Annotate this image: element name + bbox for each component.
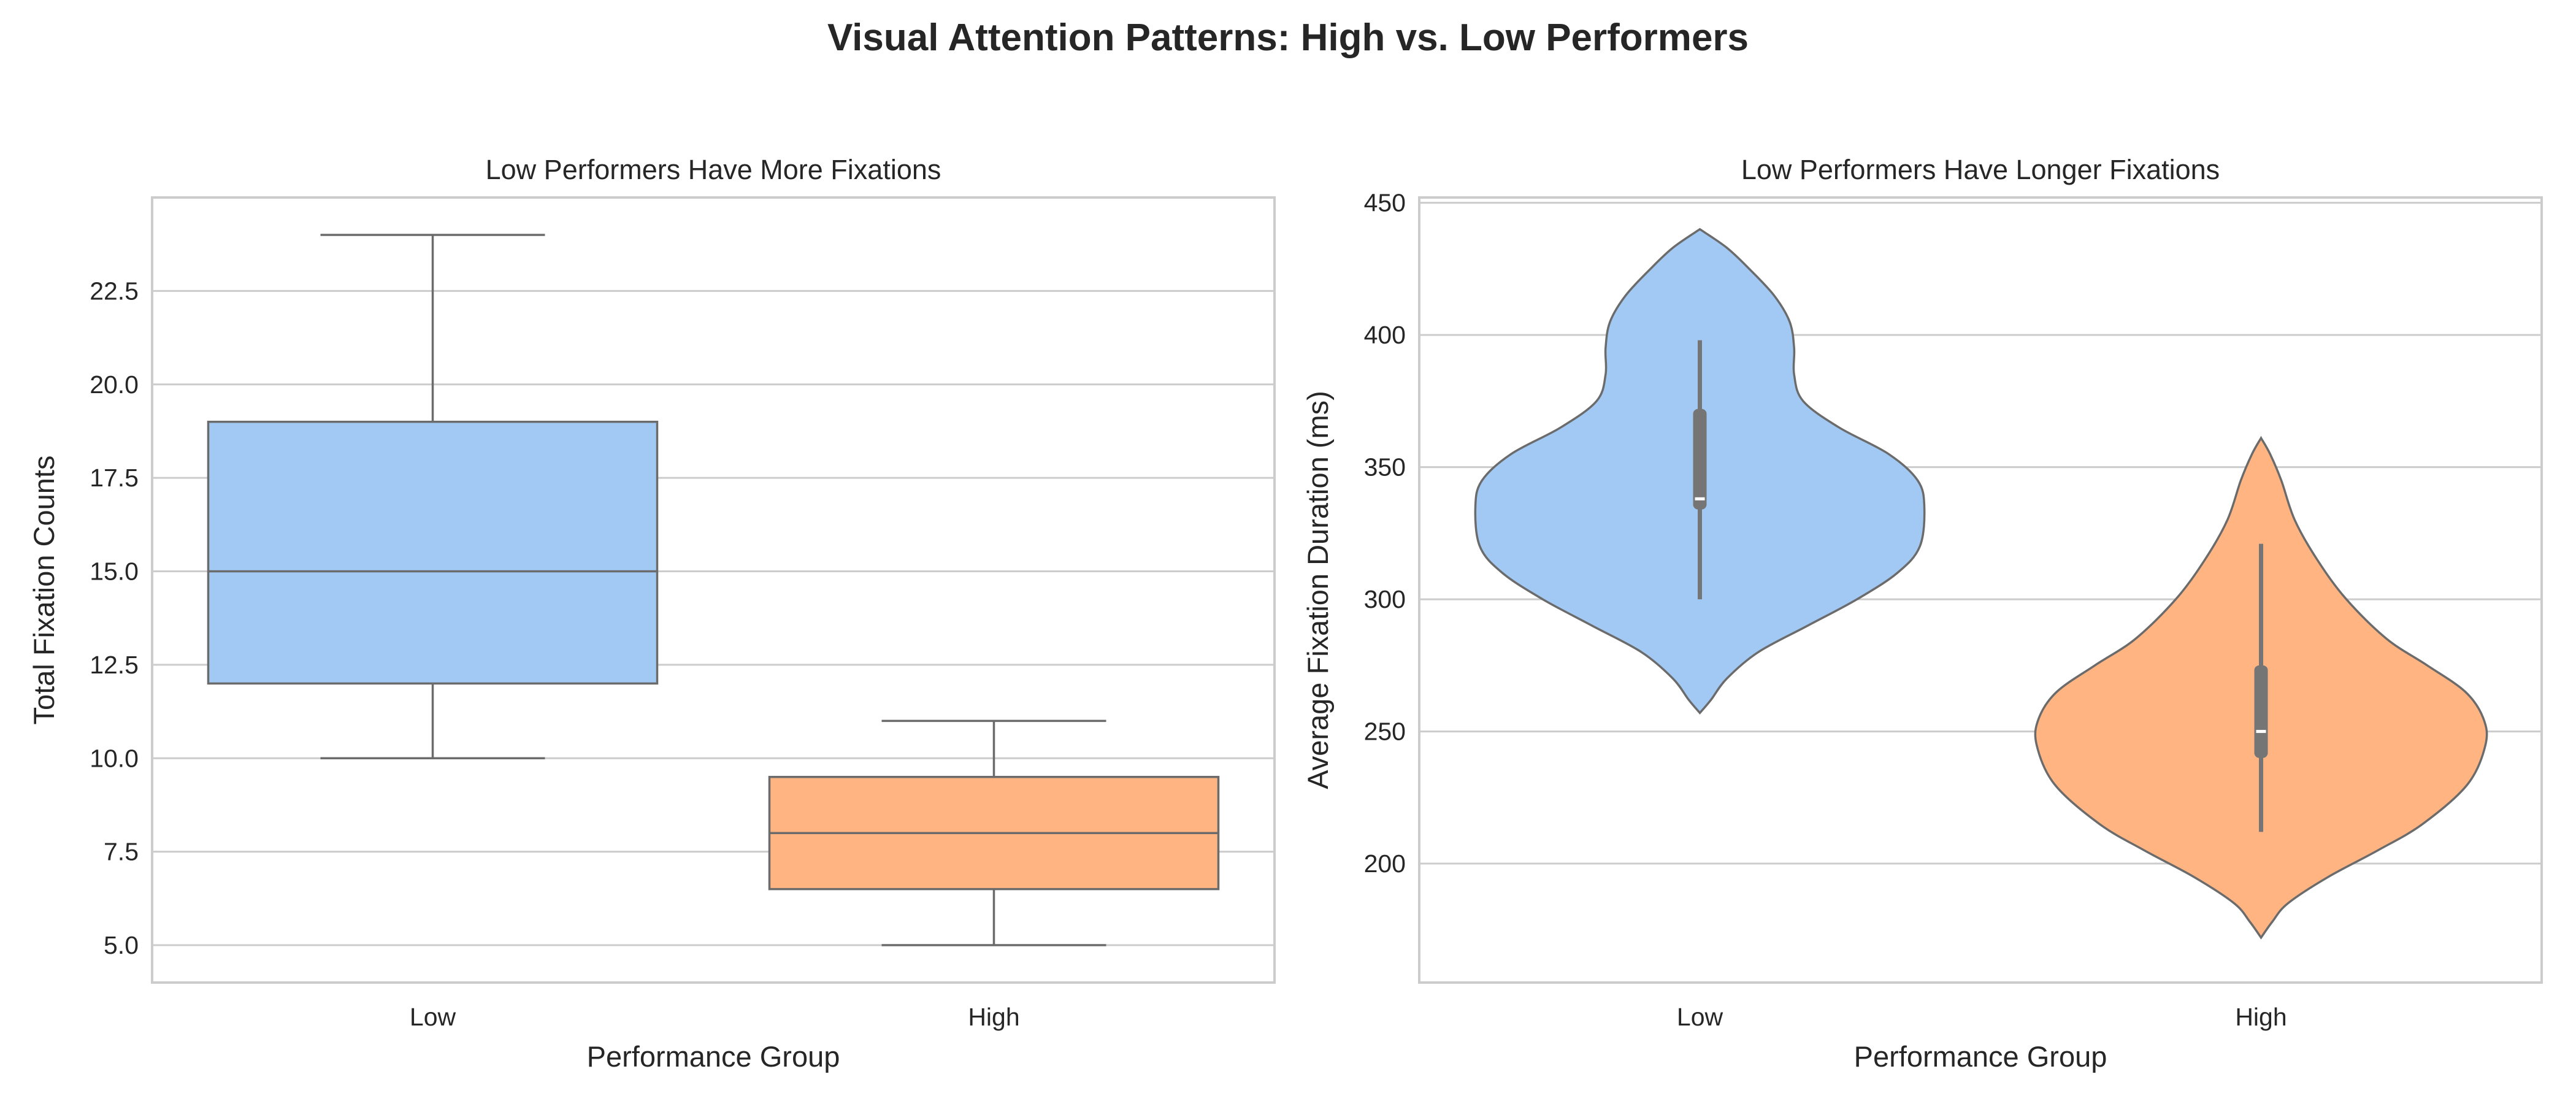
y-tick-label: 5.0 [104,931,139,959]
box-iqr [207,420,659,685]
y-tick-label: 400 [1364,321,1406,349]
box-low [207,234,659,760]
y-tick-label: 20.0 [90,370,139,399]
violin-panel: Low Performers Have Longer Fixations 200… [1301,154,2543,1073]
x-tick-label: High [968,1003,1019,1031]
violin-title: Low Performers Have Longer Fixations [1741,154,2220,185]
violin-x-tick-labels: Low High [1677,1003,2287,1031]
x-tick-label: Low [410,1003,456,1031]
y-tick-label: 12.5 [90,651,139,679]
boxplot-y-tick-labels: 5.0 7.5 10.0 12.5 15.0 17.5 20.0 22.5 [90,277,139,959]
y-tick-label: 200 [1364,849,1406,878]
violin-plot-frame [1418,196,2543,984]
boxplot-title: Low Performers Have More Fixations [486,154,941,185]
boxplot-x-tick-labels: Low High [410,1003,1020,1031]
y-tick-label: 10.0 [90,744,139,772]
boxplot-panel: Low Performers Have More Fixations 5.0 7.… [28,154,1276,1073]
y-tick-label: 22.5 [90,277,139,305]
y-tick-label: 350 [1364,453,1406,481]
boxplot-marks [207,234,1220,946]
box-high [768,719,1220,946]
y-tick-label: 250 [1364,718,1406,746]
inner-iqr-box [2254,665,2268,758]
violin-x-axis-label: Performance Group [1854,1040,2107,1073]
y-tick-label: 7.5 [104,838,139,866]
y-tick-label: 17.5 [90,464,139,492]
y-tick-label: 15.0 [90,558,139,586]
violin-marks [1474,228,2488,940]
y-tick-label: 450 [1364,189,1406,217]
inner-iqr-box [1693,408,1707,510]
violin-low [1474,228,1926,715]
violin-y-tick-labels: 200 250 300 350 400 450 [1364,189,1406,878]
violin-high [2034,435,2488,940]
x-tick-label: High [2235,1003,2287,1031]
boxplot-y-axis-label: Total Fixation Counts [28,456,60,725]
figure-title: Visual Attention Patterns: High vs. Low … [827,17,1749,59]
boxplot-plot-frame [151,196,1276,984]
x-tick-label: Low [1677,1003,1723,1031]
boxplot-x-axis-label: Performance Group [587,1040,840,1073]
violin-y-axis-label: Average Fixation Duration (ms) [1301,391,1334,789]
y-tick-label: 300 [1364,585,1406,613]
